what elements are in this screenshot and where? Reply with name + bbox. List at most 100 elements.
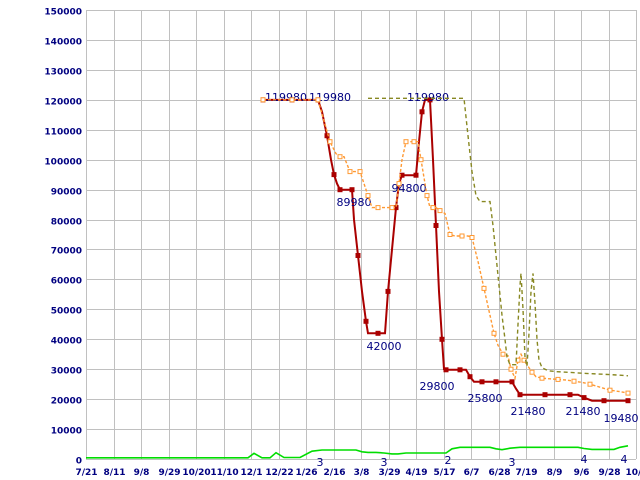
y-axis-tick-label: 150000 [44,8,82,18]
series-marker-average-price [315,97,321,103]
x-axis-tick-label: 7/21 [75,468,97,478]
data-point-label: 2 [445,454,452,467]
y-axis-tick-label: 20000 [51,397,82,407]
series-marker-lowest-price [355,253,361,258]
series-marker-average-price [430,205,436,211]
series-marker-average-price [327,139,333,145]
series-line-lowest-price [263,98,628,402]
data-point-label: 119980 [309,91,351,104]
data-point-label: 19480 [604,412,639,425]
x-axis-tick-label: 9/8 [134,468,150,478]
series-marker-lowest-price [419,109,425,115]
x-axis-tick-label: 5/17 [433,468,455,478]
series-marker-average-price [357,169,363,175]
series-marker-average-price [500,351,506,357]
x-axis-tick-label: 1/26 [295,468,317,478]
y-axis-tick-label: 70000 [51,247,82,257]
series-marker-lowest-price [625,398,631,404]
data-point-label: 42000 [367,340,402,353]
series-marker-average-price [337,154,343,160]
x-axis-tick-label: 7/19 [515,468,537,478]
series-marker-average-price [529,369,535,375]
x-axis-tick-label: 11/10 [210,468,238,478]
data-point-label: 21480 [566,405,601,418]
series-line-shop-count [86,445,629,459]
series-marker-average-price [411,139,417,145]
data-point-label: 4 [621,453,628,466]
y-axis-tick-label: 30000 [51,367,82,377]
series-marker-lowest-price [601,398,607,404]
series-marker-average-price [491,330,497,336]
series-line-highest-price [368,97,629,377]
series-marker-lowest-price [439,336,445,342]
series-marker-average-price [508,366,514,372]
y-axis-tick-label: 10000 [51,427,82,437]
x-axis-tick-label: 12/1 [240,468,262,478]
y-axis-tick-label: 90000 [51,188,82,198]
data-point-label: 3 [317,456,324,469]
series-marker-lowest-price [493,379,499,385]
data-point-label: 3 [381,456,388,469]
series-marker-average-price [365,193,371,199]
y-axis-tick-label: 0 [76,457,82,467]
series-marker-average-price [437,208,443,214]
series-marker-lowest-price [517,392,523,398]
x-axis-tick-label: 2/16 [323,468,345,478]
series-marker-lowest-price [433,223,439,228]
series-marker-average-price [424,193,430,199]
y-axis-tick-label: 50000 [51,307,82,317]
x-axis-tick-label: 4/19 [405,468,427,478]
series-marker-average-price [587,381,593,387]
series-marker-average-price [481,285,487,291]
series-marker-average-price [396,181,402,187]
x-axis-tick-label: 3/29 [378,468,400,478]
y-axis-tick-label: 60000 [51,277,82,287]
x-axis-tick-label: 12/22 [265,468,293,478]
series-marker-lowest-price [479,379,485,385]
data-point-label: 29800 [420,380,455,393]
series-marker-average-price [625,390,631,396]
x-axis-tick-label: 6/28 [488,468,510,478]
x-axis-tick-label: 6/7 [464,468,480,478]
series-marker-lowest-price [349,187,355,193]
series-marker-average-price [571,378,577,384]
series-marker-average-price [389,205,395,211]
y-axis-tick-label: 80000 [51,218,82,228]
series-marker-lowest-price [337,187,343,193]
series-marker-lowest-price [509,379,515,385]
series-marker-average-price [375,205,381,211]
data-point-label: 25800 [468,392,503,405]
y-axis-tick-label: 100000 [44,158,82,168]
data-point-label: 21480 [511,405,546,418]
y-axis-tick-label: 110000 [44,128,82,138]
x-axis-tick-label: 8/9 [547,468,563,478]
y-axis-tick-label: 120000 [44,98,82,108]
series-marker-lowest-price [457,367,463,373]
series-marker-lowest-price [443,367,449,373]
series-marker-average-price [555,376,561,382]
series-marker-lowest-price [542,392,548,398]
y-axis-tick-label: 130000 [44,68,82,78]
series-marker-average-price [289,97,295,103]
x-axis-tick-label: 9/29 [158,468,180,478]
series-marker-average-price [469,235,475,240]
x-axis-tick-label: 9/28 [598,468,620,478]
series-marker-lowest-price [413,172,419,178]
data-point-label: 119980 [407,91,449,104]
series-line-average-price [263,99,629,394]
series-marker-lowest-price [567,392,573,398]
x-axis-tick-label: 8/11 [103,468,125,478]
data-point-label: 3 [509,456,516,469]
data-point-label: 119980 [265,91,307,104]
x-axis-tick-label: 10/20 [182,468,210,478]
series-marker-average-price [347,169,353,175]
x-axis-tick-label: 10/4 [625,468,640,478]
series-marker-lowest-price [427,97,433,103]
x-axis-tick-label: 9/6 [574,468,590,478]
series-marker-average-price [607,387,613,393]
series-marker-lowest-price [467,374,473,380]
series-marker-average-price [418,157,424,163]
series-marker-lowest-price [363,318,369,324]
